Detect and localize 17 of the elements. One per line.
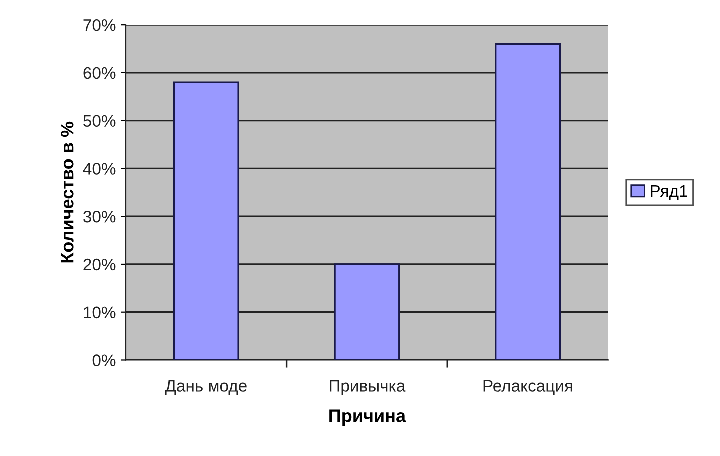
x-tick-label: Привычка [330, 380, 406, 396]
y-tick-label: 10% [84, 306, 116, 319]
legend-label: Ряд1 [651, 186, 688, 200]
y-tick-label: 70% [84, 19, 116, 32]
y-tick-label: 30% [84, 211, 116, 223]
x-axis-title: Причина [330, 410, 406, 426]
bar [173, 82, 240, 360]
y-tick-label: 50% [84, 115, 116, 128]
bar [334, 264, 400, 360]
y-tick-label: 40% [83, 163, 116, 175]
y-tick-label: 20% [84, 258, 116, 271]
y-axis-title: Количество в % [61, 122, 74, 263]
x-tick-label: Дань моде [165, 380, 247, 396]
y-tick-label: 0% [92, 354, 116, 366]
x-tick-label: Релаксация [484, 380, 572, 396]
bar [495, 43, 561, 360]
y-tick-label: 60% [84, 67, 116, 80]
